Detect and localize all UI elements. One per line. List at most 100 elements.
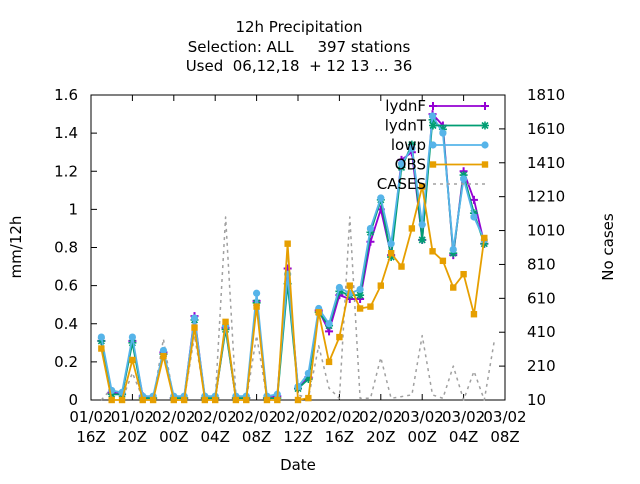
data-point-obs bbox=[325, 358, 333, 366]
data-point-obs bbox=[481, 234, 488, 242]
data-point-lowp bbox=[304, 369, 312, 377]
data-point-obs bbox=[284, 240, 291, 247]
data-point-lowp bbox=[366, 224, 375, 233]
data-point-lydnt bbox=[335, 287, 344, 296]
legend-marker bbox=[429, 102, 437, 110]
series-layer bbox=[97, 110, 496, 404]
data-point-lowp bbox=[428, 112, 437, 120]
data-point-obs bbox=[346, 282, 353, 289]
x-tick-label-date: 02/02 bbox=[152, 408, 195, 426]
x-tick-label-date: 02/02 bbox=[194, 408, 237, 426]
data-point-obs bbox=[460, 270, 467, 278]
y-tick-label: 1 bbox=[68, 200, 78, 218]
y2-axis-label: No cases bbox=[599, 213, 617, 281]
legend-label: lydnF bbox=[385, 97, 426, 115]
legend-label: lowp bbox=[391, 136, 426, 154]
data-point-lowp bbox=[377, 194, 385, 202]
data-point-lydnt bbox=[356, 291, 365, 300]
x-tick-label-date: 02/02 bbox=[359, 408, 402, 426]
data-point-obs bbox=[367, 303, 374, 310]
series-line-lydnt bbox=[100, 118, 486, 399]
x-tick-label-date: 03/02 bbox=[483, 408, 526, 426]
legend-marker bbox=[429, 141, 437, 149]
data-point-obs bbox=[387, 250, 395, 257]
y-tick-label: 0.8 bbox=[54, 239, 78, 257]
legend-label: OBS bbox=[395, 156, 426, 174]
legend-item-obs: OBS bbox=[395, 156, 489, 174]
y2-tick-label: 410 bbox=[527, 323, 556, 341]
y2-tick-label: 210 bbox=[527, 357, 556, 375]
data-point-obs bbox=[305, 394, 312, 402]
legend-marker bbox=[429, 121, 437, 130]
data-point-lydnt bbox=[438, 125, 447, 134]
data-point-lowp bbox=[128, 333, 136, 341]
y2-tick-label: 10 bbox=[527, 391, 546, 409]
chart-title-line-2: Selection: ALL 397 stations bbox=[188, 38, 411, 56]
y-tick-label: 0.6 bbox=[54, 277, 78, 295]
legend-marker bbox=[481, 102, 489, 110]
x-tick-label-hour: 12Z bbox=[283, 428, 312, 446]
legend-marker bbox=[429, 161, 437, 168]
y-tick-label: 1.4 bbox=[54, 124, 78, 142]
data-point-lowp bbox=[325, 320, 333, 328]
data-point-obs bbox=[439, 257, 447, 265]
y-tick-label: 1.6 bbox=[54, 86, 78, 104]
data-point-lowp bbox=[439, 129, 447, 137]
x-tick-label-date: 03/02 bbox=[401, 408, 444, 426]
x-tick-label-hour: 08Z bbox=[490, 428, 519, 446]
data-point-obs bbox=[108, 396, 115, 404]
data-point-lowp bbox=[470, 213, 478, 221]
y2-tick-label: 1410 bbox=[527, 154, 565, 172]
data-point-lowp bbox=[97, 333, 105, 341]
data-point-obs bbox=[398, 263, 405, 270]
legend-marker bbox=[481, 161, 489, 168]
data-point-lowp bbox=[460, 175, 468, 183]
data-point-obs bbox=[377, 282, 384, 289]
data-point-lowp bbox=[335, 283, 343, 292]
data-point-obs bbox=[253, 303, 260, 310]
data-point-lydnt bbox=[252, 298, 261, 307]
chart-title-line-1: 12h Precipitation bbox=[235, 18, 362, 36]
series-lowp bbox=[97, 112, 488, 400]
data-point-obs bbox=[263, 396, 271, 404]
x-tick-label-hour: 20Z bbox=[366, 428, 395, 446]
x-axis: 01/02 16Z 01/02 20Z 02/02 00Z 02/02 04Z 02/02 08Z… bbox=[69, 95, 527, 446]
data-point-lydnt bbox=[418, 235, 427, 244]
data-point-obs bbox=[191, 324, 198, 331]
x-axis-label: Date bbox=[280, 456, 316, 474]
series-line-obs bbox=[100, 185, 486, 401]
data-point-obs bbox=[180, 396, 188, 404]
data-point-obs bbox=[212, 396, 219, 404]
y2-tick-label: 1610 bbox=[527, 120, 565, 138]
y2-tick-label: 1210 bbox=[527, 188, 565, 206]
legend-item-lydnt: lydnT bbox=[385, 117, 489, 135]
series-obs bbox=[98, 183, 488, 404]
data-point-lowp bbox=[387, 240, 395, 248]
chart-title-line-3: Used 06,12,18 + 12 13 ... 36 bbox=[186, 57, 413, 75]
data-point-obs bbox=[160, 352, 167, 360]
legend-marker bbox=[481, 121, 489, 130]
data-point-lowp bbox=[356, 285, 364, 294]
legend-label: lydnT bbox=[385, 117, 427, 135]
data-point-obs bbox=[201, 396, 209, 404]
data-point-obs bbox=[149, 396, 157, 404]
data-point-lydnt bbox=[128, 338, 137, 347]
x-tick-label-hour: 16Z bbox=[325, 428, 354, 446]
data-point-obs bbox=[243, 396, 250, 404]
data-point-lydnt bbox=[469, 209, 478, 218]
data-point-obs bbox=[429, 248, 436, 255]
x-tick-label-hour: 04Z bbox=[449, 428, 478, 446]
series-lydnt bbox=[97, 115, 489, 403]
data-point-obs bbox=[222, 318, 229, 326]
data-point-lydnt bbox=[407, 140, 416, 149]
data-point-lowp bbox=[397, 160, 406, 168]
data-point-lydnt bbox=[449, 249, 458, 258]
x-tick-label-date: 02/02 bbox=[235, 408, 278, 426]
y2-tick-label: 1810 bbox=[527, 86, 565, 104]
data-point-obs bbox=[315, 309, 322, 316]
y-tick-label: 0.2 bbox=[54, 353, 78, 371]
